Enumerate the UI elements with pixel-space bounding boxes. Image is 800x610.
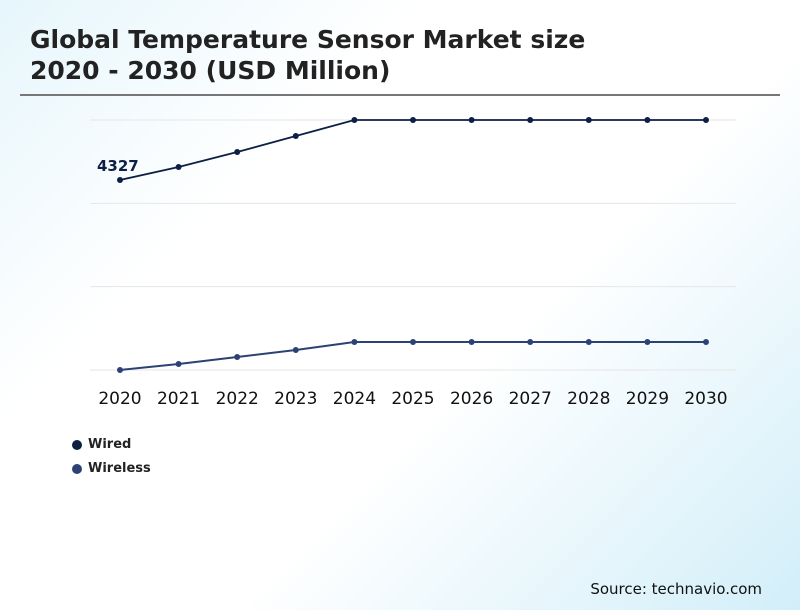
data-point [527, 117, 534, 123]
x-tick-label: 2028 [567, 389, 610, 409]
data-point [117, 367, 123, 373]
line-chart: 2020 2021 2022 2023 2024 2025 2026 2027 2028 2029… [90, 117, 736, 409]
data-point [585, 338, 592, 345]
data-point [468, 338, 475, 345]
x-tick-label: 2027 [509, 389, 552, 409]
data-point [234, 149, 241, 156]
x-tick-label: 2025 [391, 389, 434, 409]
data-point [292, 347, 299, 354]
x-tick-label: 2022 [216, 389, 259, 409]
legend-dot-icon [72, 463, 82, 474]
source-text: Source: technavio.com [590, 580, 762, 598]
data-point [527, 338, 534, 345]
data-point [117, 176, 123, 183]
data-point [644, 117, 651, 123]
x-tick-label: 2024 [333, 389, 376, 409]
data-point [175, 163, 182, 170]
legend-dot-icon [72, 439, 82, 450]
legend-label: Wired [88, 437, 132, 452]
data-point [410, 338, 416, 345]
x-tick-label: 2029 [626, 389, 669, 409]
x-tick-label: 2021 [157, 389, 200, 409]
legend-item-wireless[interactable]: Wireless [72, 461, 151, 476]
data-point [703, 338, 709, 345]
data-point [351, 117, 358, 123]
series-line-wireless [119, 340, 706, 371]
x-tick-label: 2026 [450, 389, 493, 409]
title-line-1: Global Temperature Sensor Market size [30, 25, 586, 54]
data-label: 4327 [97, 157, 139, 175]
data-point [234, 354, 241, 361]
x-tick-label: 2030 [684, 389, 727, 409]
data-point [410, 117, 416, 123]
data-point [703, 117, 709, 123]
data-point [468, 117, 475, 123]
data-point [351, 338, 358, 345]
legend-label: Wireless [88, 461, 151, 476]
data-point [585, 117, 592, 123]
title-divider [20, 94, 780, 96]
data-point [292, 132, 299, 139]
legend-item-wired[interactable]: Wired [72, 437, 131, 452]
title-line-2: 2020 - 2030 (USD Million) [30, 56, 391, 85]
chart-title: Global Temperature Sensor Market size 202… [30, 24, 585, 86]
series-line-wired [119, 119, 706, 181]
x-tick-label: 2020 [98, 389, 141, 409]
data-point [644, 338, 651, 345]
x-tick-label: 2023 [274, 389, 317, 409]
data-point [175, 360, 182, 367]
